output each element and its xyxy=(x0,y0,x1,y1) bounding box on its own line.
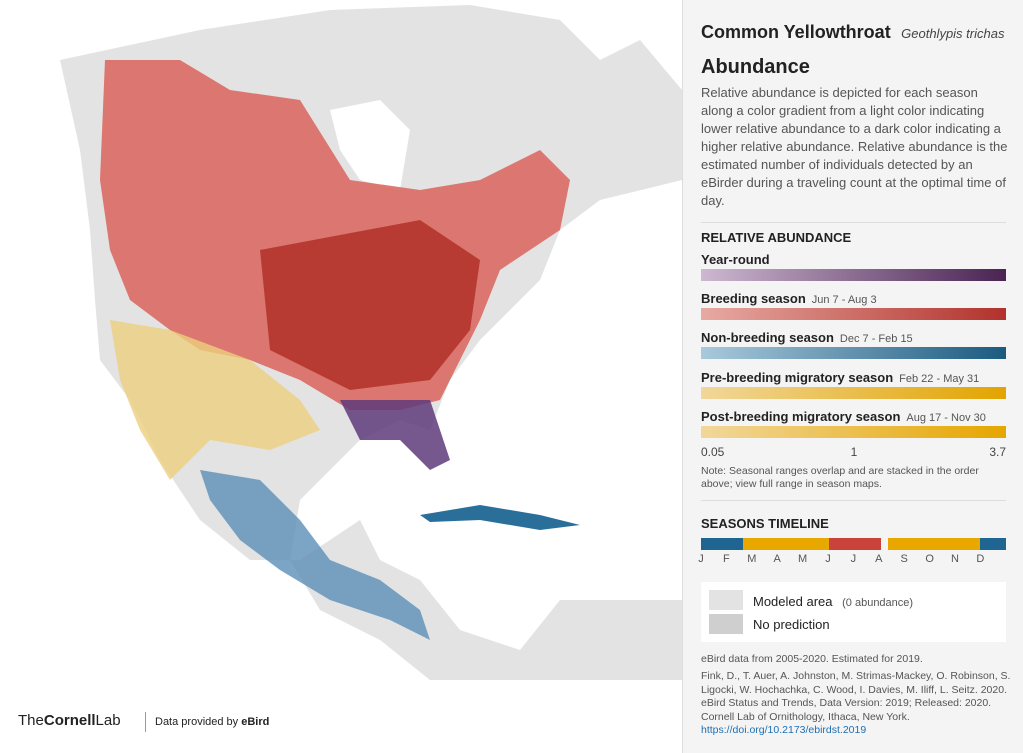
credit: Data provided by eBird xyxy=(155,716,269,728)
month-label: D xyxy=(976,553,985,565)
season-label: Pre-breeding migratory season xyxy=(701,370,894,385)
scale-label: 0.05 xyxy=(701,445,725,459)
timeline xyxy=(701,538,1006,550)
gradient-bar xyxy=(701,308,1006,320)
legend-title: RELATIVE ABUNDANCE xyxy=(701,230,852,245)
section-title: Abundance xyxy=(701,56,810,78)
data-years: eBird data from 2005-2020. Estimated for… xyxy=(701,653,923,665)
season-label: Breeding season xyxy=(701,291,806,306)
logo: TheCornellLab xyxy=(18,712,121,729)
citation: Fink, D., T. Auer, A. Johnston, M. Strim… xyxy=(701,670,1011,738)
season-dates: Feb 22 - May 31 xyxy=(899,373,980,385)
credit-prefix: Data provided by xyxy=(155,716,239,728)
divider xyxy=(701,500,1006,501)
key-swatch xyxy=(709,614,743,634)
season-name: Breeding season Jun 7 - Aug 3 xyxy=(701,291,877,306)
key-label: Modeled area xyxy=(753,594,833,609)
key-swatch xyxy=(709,590,743,610)
season-name: Post-breeding migratory season Aug 17 - N… xyxy=(701,409,986,424)
gradient-bar xyxy=(701,426,1006,438)
migration-range xyxy=(110,320,320,480)
non-breeding-range xyxy=(200,470,430,640)
scale-label: 1 xyxy=(850,445,858,459)
season-label: Post-breeding migratory season xyxy=(701,409,901,424)
key-box: Modeled area (0 abundance) No prediction xyxy=(701,582,1006,642)
month-label: J xyxy=(850,553,857,565)
doi-link[interactable]: https://doi.org/10.2173/ebirdst.2019 xyxy=(701,724,867,736)
logo-part: The xyxy=(18,712,44,729)
divider xyxy=(145,712,146,732)
timeline-title: SEASONS TIMELINE xyxy=(701,516,829,531)
species: Common Yellowthroat Geothlypis trichas xyxy=(701,22,1004,43)
month-label: J xyxy=(825,553,831,565)
month-label: M xyxy=(798,553,808,565)
season-dates: Jun 7 - Aug 3 xyxy=(811,294,877,306)
gradient-bar xyxy=(701,347,1006,359)
month-label: M xyxy=(747,553,757,565)
month-label: N xyxy=(951,553,959,565)
month-label: A xyxy=(773,553,781,565)
season-dates: Aug 17 - Nov 30 xyxy=(906,412,986,424)
year-round-range xyxy=(340,400,450,470)
logo-part: Lab xyxy=(95,712,121,729)
month-label: S xyxy=(900,553,908,565)
month-label: O xyxy=(925,553,934,565)
divider xyxy=(701,222,1006,223)
key-note: (0 abundance) xyxy=(842,597,914,609)
season-label: Non-breeding season xyxy=(701,330,834,345)
common-name: Common Yellowthroat xyxy=(701,22,891,42)
side-panel: Common Yellowthroat Geothlypis trichas A… xyxy=(682,0,1023,753)
credit-name[interactable]: eBird xyxy=(241,716,270,728)
scientific-name: Geothlypis trichas xyxy=(901,26,1005,41)
key-item: Modeled area (0 abundance) xyxy=(753,594,913,609)
gradient-bar xyxy=(701,269,1006,281)
caribbean-range xyxy=(420,505,580,530)
season-name: Year-round xyxy=(701,252,770,267)
hudson-bay xyxy=(330,100,410,190)
gradient-bar xyxy=(701,387,1006,399)
legend-note: Note: Seasonal ranges overlap and are st… xyxy=(701,465,979,490)
season-dates: Dec 7 - Feb 15 xyxy=(839,333,913,345)
map xyxy=(60,5,682,680)
key-label: No prediction xyxy=(753,617,830,632)
month-label: J xyxy=(698,553,704,565)
season-name: Non-breeding season Dec 7 - Feb 15 xyxy=(701,330,913,345)
description: Relative abundance is depicted for each … xyxy=(701,85,1008,208)
month-label: A xyxy=(875,553,883,565)
citation-text: Fink, D., T. Auer, A. Johnston, M. Strim… xyxy=(701,670,1011,723)
season-name: Pre-breeding migratory season Feb 22 - Ma… xyxy=(701,370,979,385)
season-label: Year-round xyxy=(701,252,770,267)
breeding-core xyxy=(260,220,480,390)
scale-label: 3.7 xyxy=(989,445,1006,459)
logo-part: Cornell xyxy=(43,712,96,729)
month-label: F xyxy=(723,553,730,565)
